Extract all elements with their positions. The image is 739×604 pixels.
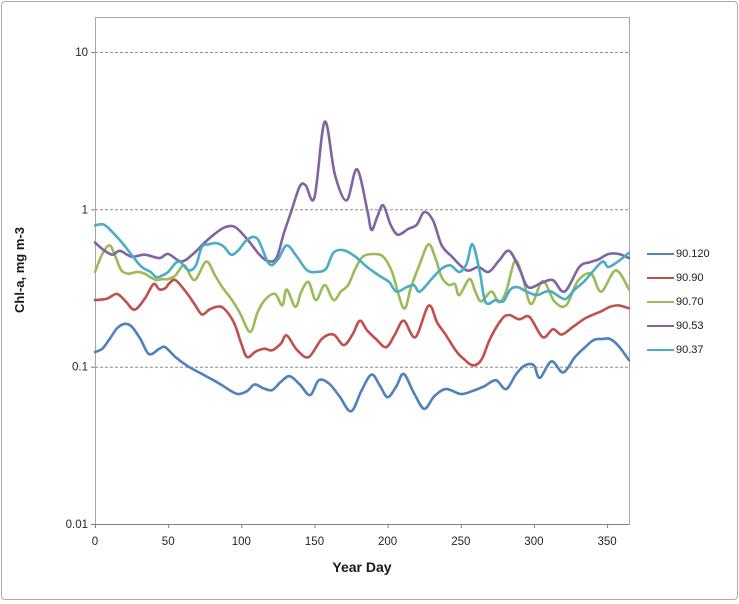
y-tick-label: 0.1: [72, 362, 88, 374]
series-line-90.120: [93, 322, 631, 413]
legend-label: 90.120: [676, 248, 710, 260]
y-tick-label: 10: [75, 47, 88, 59]
series-line-90.70: [93, 242, 631, 334]
legend-line-swatch: [647, 253, 674, 255]
x-tick-label: 250: [451, 536, 470, 548]
legend-line-swatch: [647, 349, 674, 351]
y-tick-label: 1: [82, 204, 88, 216]
plot-area-border: [95, 17, 630, 525]
legend-label: 90.70: [676, 296, 704, 308]
x-tick-label: 300: [524, 536, 543, 548]
x-axis-title: Year Day: [332, 559, 392, 575]
x-tick-label: 100: [232, 536, 251, 548]
x-tick-label: 50: [162, 536, 175, 548]
legend: 90.120 90.90 90.70 90.53 90.37: [647, 242, 710, 362]
y-axis-title: Chl-a, mg m-3: [12, 227, 27, 313]
x-tick-label: 150: [305, 536, 324, 548]
legend-line-swatch: [647, 301, 674, 303]
x-tick-label: 0: [92, 536, 98, 548]
legend-item-90.70: 90.70: [647, 290, 710, 314]
series-line-90.90: [93, 278, 631, 367]
series-line-90.37: [93, 222, 631, 306]
legend-label: 90.90: [676, 272, 704, 284]
legend-item-90.37: 90.37: [647, 338, 710, 362]
series-line-90.53: [93, 120, 631, 294]
legend-item-90.90: 90.90: [647, 266, 710, 290]
legend-line-swatch: [647, 277, 674, 279]
legend-label: 90.53: [676, 320, 704, 332]
y-tick-label: 0.01: [66, 519, 88, 531]
legend-item-90.120: 90.120: [647, 242, 710, 266]
x-tick-label: 200: [378, 536, 397, 548]
legend-label: 90.37: [676, 344, 704, 356]
legend-line-swatch: [647, 325, 674, 327]
legend-item-90.53: 90.53: [647, 314, 710, 338]
x-tick-label: 350: [598, 536, 617, 548]
